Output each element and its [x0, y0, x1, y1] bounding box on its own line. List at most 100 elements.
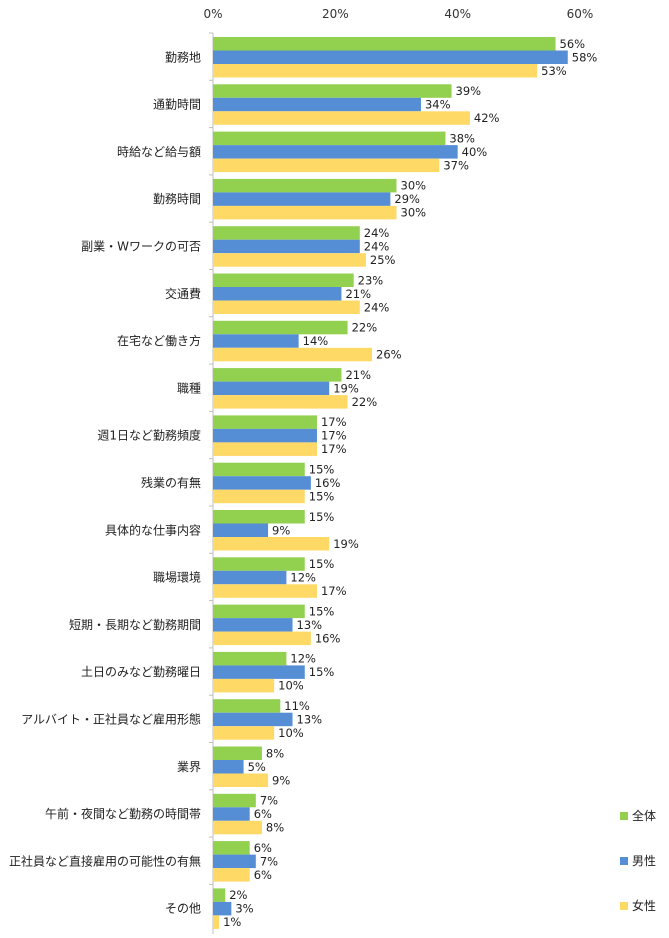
bar: [213, 273, 354, 287]
data-label: 7%: [260, 854, 278, 868]
bar: [213, 760, 244, 774]
bar: [213, 131, 446, 146]
data-label: 19%: [333, 381, 359, 395]
data-label: 37%: [443, 158, 469, 172]
category-label: 土日のみなど勤務曜日: [81, 665, 201, 679]
data-label: 17%: [321, 415, 347, 429]
data-label: 15%: [309, 665, 335, 679]
data-label: 21%: [345, 368, 371, 382]
bar: [213, 320, 348, 335]
data-label: 16%: [315, 631, 341, 645]
data-label: 6%: [254, 841, 272, 855]
data-label: 17%: [321, 429, 347, 443]
data-label: 58%: [572, 50, 598, 64]
legend-swatch: [620, 857, 628, 865]
data-label: 10%: [278, 726, 304, 740]
data-label: 15%: [309, 510, 335, 524]
bar: [213, 415, 317, 429]
data-label: 9%: [272, 523, 290, 537]
legend-label: 全体: [632, 808, 656, 823]
data-label: 53%: [541, 64, 567, 78]
data-label: 14%: [303, 334, 329, 348]
x-tick-label: 0%: [203, 7, 222, 21]
bar: [213, 841, 250, 855]
bar: [213, 381, 330, 396]
bar: [213, 665, 305, 679]
data-label: 11%: [284, 699, 310, 713]
category-label: 業界: [177, 760, 201, 774]
bar: [213, 807, 250, 821]
bar: [213, 428, 317, 443]
data-label: 15%: [309, 462, 335, 476]
data-label: 24%: [364, 300, 390, 314]
category-label: 副業・Wワークの可否: [81, 239, 201, 253]
bar: [213, 300, 360, 314]
bar: [213, 489, 305, 504]
bar: [213, 651, 287, 666]
category-label: 残業の有無: [141, 475, 201, 490]
data-label: 3%: [235, 902, 253, 916]
bar: [213, 793, 256, 808]
data-label: 21%: [345, 287, 371, 301]
data-label: 8%: [266, 746, 284, 760]
data-label: 13%: [297, 712, 323, 726]
bar: [213, 192, 391, 206]
data-label: 23%: [358, 273, 384, 287]
category-label: 在宅など働き方: [117, 333, 201, 348]
category-label: 正社員など直接雇用の可能性の有無: [9, 853, 201, 868]
data-label: 26%: [376, 348, 402, 362]
bar: [213, 570, 287, 585]
data-label: 8%: [266, 821, 284, 835]
category-label: 週1日など勤務頻度: [97, 428, 201, 443]
bar: [213, 158, 440, 173]
bar: [213, 347, 373, 362]
bar: [213, 334, 299, 348]
data-label: 5%: [248, 760, 266, 774]
data-label: 42%: [474, 111, 500, 125]
x-tick-label: 60%: [567, 7, 594, 21]
data-label: 17%: [321, 442, 347, 456]
x-tick-label: 40%: [444, 7, 471, 21]
data-label: 25%: [370, 253, 396, 267]
data-label: 56%: [560, 37, 586, 51]
bar: [213, 239, 360, 254]
bar: [213, 604, 305, 619]
bar: [213, 915, 220, 929]
bar: [213, 726, 275, 740]
category-label: 勤務地: [165, 50, 201, 64]
bar: [213, 50, 568, 64]
data-label: 19%: [333, 537, 359, 551]
data-label: 13%: [297, 618, 323, 632]
data-label: 7%: [260, 794, 278, 808]
bar: [213, 523, 269, 537]
bar: [213, 226, 360, 240]
category-label: 職種: [177, 381, 201, 395]
data-label: 12%: [290, 571, 316, 585]
bar: [213, 64, 538, 78]
legend-label: 男性: [632, 854, 656, 868]
data-label: 16%: [315, 476, 341, 490]
data-label: 1%: [223, 915, 241, 929]
bar: [213, 37, 556, 51]
x-tick-label: 20%: [322, 7, 349, 21]
data-label: 22%: [352, 321, 378, 335]
bar: [213, 631, 311, 646]
bar: [213, 287, 342, 301]
bar: [213, 618, 293, 632]
bar: [213, 888, 226, 902]
category-label: 職場環境: [153, 570, 201, 585]
bar: [213, 145, 458, 159]
bar: [213, 537, 330, 551]
data-label: 12%: [290, 652, 316, 666]
category-label: 午前・夜間など勤務の時間帯: [45, 806, 201, 821]
bar: [213, 678, 275, 693]
data-label: 9%: [272, 773, 290, 787]
data-label: 15%: [309, 489, 335, 503]
data-label: 22%: [352, 395, 378, 409]
bar: [213, 746, 262, 760]
category-label: 通勤時間: [153, 98, 201, 112]
bar: [213, 820, 262, 835]
bar: [213, 699, 281, 713]
data-label: 34%: [425, 98, 451, 112]
bar: [213, 205, 397, 220]
